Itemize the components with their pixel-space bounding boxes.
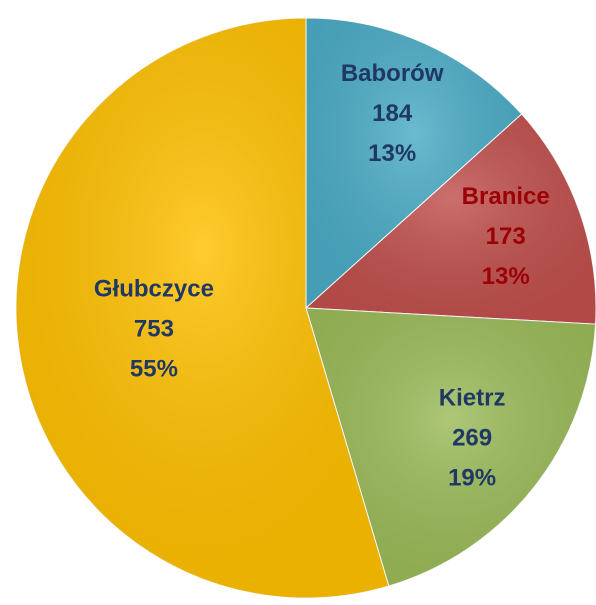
value-label: 173	[486, 223, 526, 250]
slice-label: Baborów	[341, 60, 444, 87]
value-label: 753	[134, 316, 174, 343]
slice-shading	[306, 18, 522, 308]
slice-label: Głubczyce	[94, 276, 214, 303]
value-label: 184	[372, 100, 413, 127]
percent-label: 19%	[448, 465, 496, 492]
slice-label: Kietrz	[439, 385, 506, 412]
slice-shading	[15, 18, 389, 598]
percent-label: 13%	[368, 140, 416, 167]
percent-label: 13%	[482, 263, 530, 290]
percent-label: 55%	[130, 356, 178, 383]
slice-shading	[306, 308, 596, 586]
pie	[15, 17, 596, 599]
slice-label: Branice	[462, 183, 550, 210]
labels: Baborów 184 13% Branice 173 13% Kietrz 269 19% Gł…	[94, 60, 550, 492]
value-label: 269	[452, 425, 492, 452]
slice-shading	[306, 114, 596, 325]
